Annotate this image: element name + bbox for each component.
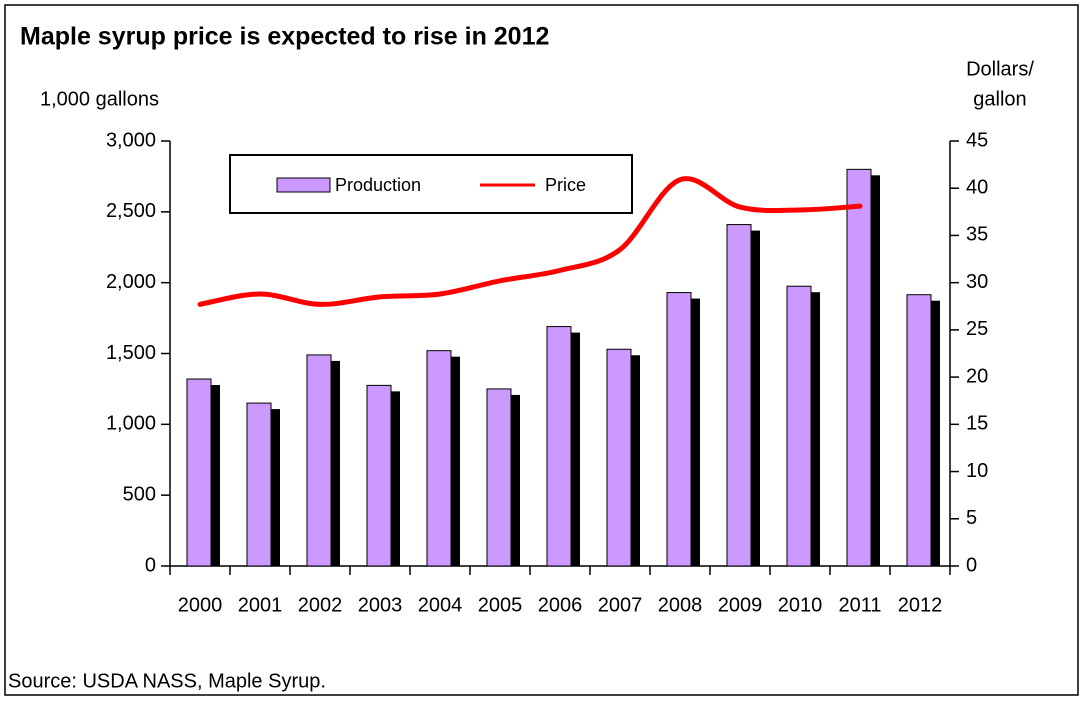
x-tick-label: 2009: [718, 594, 763, 616]
bar: [846, 168, 872, 567]
y2-tick-label: 45: [966, 129, 988, 151]
y2-tick-label: 35: [966, 224, 988, 246]
legend-label: Price: [545, 175, 586, 195]
bar: [306, 354, 332, 567]
legend-swatch: [276, 177, 331, 193]
legend-label: Production: [335, 175, 421, 195]
x-tick-label: 2003: [358, 594, 403, 616]
bar: [906, 294, 932, 567]
bar: [246, 402, 272, 567]
y-tick-label: 2,500: [106, 200, 156, 222]
y2-tick-label: 15: [966, 413, 988, 435]
frame: [4, 4, 1079, 696]
y2-tick-label: 5: [966, 507, 977, 529]
source-note: Source: USDA NASS, Maple Syrup.: [8, 670, 326, 692]
price-line: [197, 176, 863, 307]
bar: [426, 350, 452, 567]
x-tick-label: 2001: [238, 594, 283, 616]
y-tick-label: 2,000: [106, 271, 156, 293]
x-tick-label: 2000: [178, 594, 223, 616]
x-tick-label: 2010: [778, 594, 823, 616]
x-tick-label: 2004: [418, 594, 463, 616]
y-axis-label: 1,000 gallons: [40, 88, 159, 110]
x-tick-label: 2008: [658, 594, 703, 616]
bar: [726, 224, 752, 567]
x-tick-label: 2002: [298, 594, 343, 616]
bar: [666, 292, 692, 567]
y-tick-label: 1,000: [106, 413, 156, 435]
x-tick-label: 2012: [898, 594, 943, 616]
y2-axis-label: Dollars/: [966, 58, 1034, 80]
x-tick-label: 2011: [838, 594, 881, 616]
y-tick-label: 0: [145, 554, 156, 576]
y2-axis-label: gallon: [973, 88, 1026, 110]
bar: [546, 326, 572, 567]
bar: [606, 348, 632, 567]
bar: [366, 384, 392, 567]
y2-tick-label: 25: [966, 318, 988, 340]
bar: [786, 285, 812, 567]
y2-tick-label: 0: [966, 554, 977, 576]
bar: [186, 378, 212, 567]
y2-tick-label: 30: [966, 271, 988, 293]
y2-tick-label: 20: [966, 365, 988, 387]
y2-tick-label: 40: [966, 177, 988, 199]
x-tick-label: 2005: [478, 594, 523, 616]
y-tick-label: 3,000: [106, 129, 156, 151]
y2-tick-label: 10: [966, 460, 988, 482]
y-tick-label: 500: [123, 483, 156, 505]
bar: [486, 388, 512, 567]
y-tick-label: 1,500: [106, 342, 156, 364]
x-tick-label: 2006: [538, 594, 583, 616]
chart-title: Maple syrup price is expected to rise in…: [20, 23, 549, 51]
x-tick-label: 2007: [598, 594, 643, 616]
